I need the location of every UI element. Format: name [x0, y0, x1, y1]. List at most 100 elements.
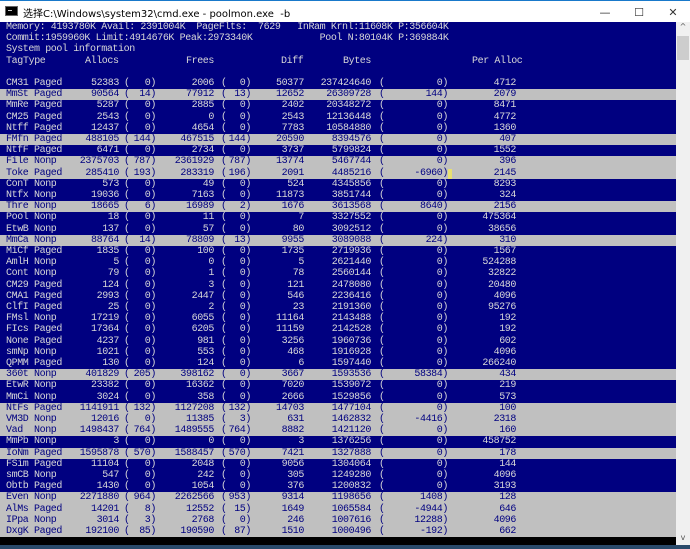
cell-frees: 11385: [185, 414, 214, 425]
cell-type: Paged: [34, 402, 63, 414]
table-row: MmCi Nonp 3024 0 358 0 2666 1529856 0 573 (((: [0, 392, 676, 403]
cell-type: Nonp: [34, 234, 57, 246]
open-paren: (: [379, 492, 385, 504]
cell-bytes: 1477104: [331, 402, 372, 414]
cell-frees: 4654: [191, 122, 215, 134]
open-paren: (: [221, 122, 227, 134]
cell-allocs-delta: 0: [145, 78, 156, 89]
cell-diff: 2091: [281, 167, 305, 179]
cell-bytes: 8394576: [331, 134, 372, 145]
cell-frees-delta: 0: [240, 470, 251, 481]
cell-bytes-delta: 0: [437, 436, 448, 447]
cell-allocs-delta: 0: [145, 302, 156, 313]
cell-per-alloc: 100: [499, 402, 516, 414]
open-paren: (: [124, 178, 130, 190]
cell-allocs-delta: 0: [145, 100, 156, 111]
cell-diff: 14703: [275, 402, 304, 414]
cell-allocs: 18: [107, 212, 120, 224]
cell-bytes-delta: 0: [437, 425, 448, 436]
open-paren: (: [221, 302, 227, 313]
table-row: None Paged 4237 0 981 0 3256 1960736 0 602 (((: [0, 336, 676, 347]
cell-allocs: 4237: [96, 335, 120, 347]
cell-type: Paged: [34, 78, 63, 89]
cell-bytes: 1916928: [331, 346, 372, 358]
scroll-up-icon[interactable]: ^: [679, 22, 687, 31]
cell-diff: 376: [287, 481, 304, 493]
open-paren: (: [124, 503, 130, 515]
cell-allocs-delta: 0: [145, 414, 156, 425]
open-paren: (: [379, 503, 385, 515]
open-paren: (: [221, 134, 227, 145]
scroll-down-icon[interactable]: v: [680, 533, 686, 542]
open-paren: (: [124, 346, 130, 358]
cell-tag: CMA1: [6, 290, 29, 302]
cell-allocs-delta: 964: [134, 492, 156, 503]
cell-frees-delta: 0: [240, 179, 251, 190]
cell-per-alloc: 2145: [493, 167, 517, 179]
table-row: MmPb Nonp 3 0 0 0 3 1376256 0 458752 (((: [0, 436, 676, 447]
table-row: File Nonp 2375703 787 2361929 787 13774 5467744…: [0, 156, 676, 168]
maximize-button[interactable]: ☐: [634, 5, 644, 19]
cell-type: Paged: [34, 290, 63, 302]
cell-per-alloc: 1552: [493, 145, 517, 157]
cell-bytes: 1539072: [331, 380, 372, 392]
cell-bytes-delta: 0: [437, 380, 448, 391]
table-row: DxgK Paged 192100 85 190590 87 1510 1000496 -192…: [0, 526, 676, 538]
table-row: FSim Paged 11104 0 2048 0 9056 1304064 0 144 (((: [0, 459, 676, 470]
cell-allocs: 3: [113, 436, 119, 448]
cell-type: Paged: [34, 503, 63, 515]
cell-bytes: 2621440: [331, 257, 372, 269]
cell-frees: 467515: [180, 134, 214, 145]
minimize-button[interactable]: —: [599, 5, 611, 19]
open-paren: (: [221, 324, 227, 336]
cell-frees-delta: 0: [240, 515, 251, 526]
cell-tag: NtFs: [6, 402, 29, 414]
cell-type: Nonp: [34, 492, 57, 504]
cell-per-alloc: 4772: [493, 111, 517, 123]
vertical-scrollbar[interactable]: ^ v: [676, 22, 690, 545]
open-paren: (: [379, 369, 385, 381]
cell-frees: 2447: [191, 290, 215, 302]
table-row: ClfI Paged 25 0 2 0 23 2191360 0 95276 (((: [0, 302, 676, 313]
cell-tag: Obtb: [6, 481, 29, 493]
table-row: AlMs Paged 14201 8 12552 15 1649 1065584 -4944 64…: [0, 503, 676, 515]
open-paren: (: [124, 246, 130, 257]
open-paren: (: [124, 223, 130, 235]
open-paren: (: [124, 492, 130, 504]
cell-bytes-delta: 58384: [414, 369, 448, 380]
cell-bytes: 12136448: [326, 111, 371, 123]
open-paren: (: [124, 302, 130, 313]
cell-per-alloc: 95276: [487, 302, 516, 313]
cell-bytes-delta: 224: [426, 235, 448, 246]
cell-diff: 5: [298, 257, 304, 269]
table-row: CM25 Paged 2543 0 0 0 2543 12136448 0 4772 (((: [0, 112, 676, 123]
cell-type: Paged: [34, 134, 63, 145]
scrollbar-thumb[interactable]: [677, 36, 689, 60]
open-paren: (: [221, 100, 227, 112]
table-row: FMfn Paged 488105 144 467515 144 20590 8394576 0…: [0, 134, 676, 146]
cell-allocs: 573: [102, 178, 119, 190]
cell-tag: DxgK: [6, 526, 29, 537]
open-paren: (: [379, 380, 385, 392]
open-paren: (: [221, 89, 227, 101]
cell-allocs-delta: 0: [145, 268, 156, 279]
cell-frees: 16362: [185, 380, 214, 392]
cell-type: Paged: [34, 279, 63, 291]
cell-diff: 3667: [281, 369, 305, 381]
cell-diff: 1676: [281, 201, 305, 213]
open-paren: (: [379, 212, 385, 224]
table-row: 360t Nonp 401829 205 398162 0 3667 1593536 58384…: [0, 369, 676, 381]
cell-frees-delta: 87: [234, 526, 251, 537]
cell-frees: 2734: [191, 145, 215, 157]
cell-diff: 6: [298, 358, 304, 369]
cell-type: Paged: [34, 447, 63, 459]
close-button[interactable]: ✕: [668, 5, 678, 19]
cell-frees-delta: 0: [240, 291, 251, 302]
cell-frees: 981: [197, 335, 214, 347]
cell-allocs: 17364: [90, 324, 119, 336]
table-row: Thre Nonp 18665 6 16989 2 1676 3613568 8640 2156 (…: [0, 201, 676, 213]
cell-tag: Ntff: [6, 122, 29, 134]
cell-bytes-delta: 0: [437, 459, 448, 470]
console-output[interactable]: Memory: 4193780K Avail: 2391004K PageFlt…: [0, 22, 676, 538]
cell-diff: 2666: [281, 391, 305, 403]
